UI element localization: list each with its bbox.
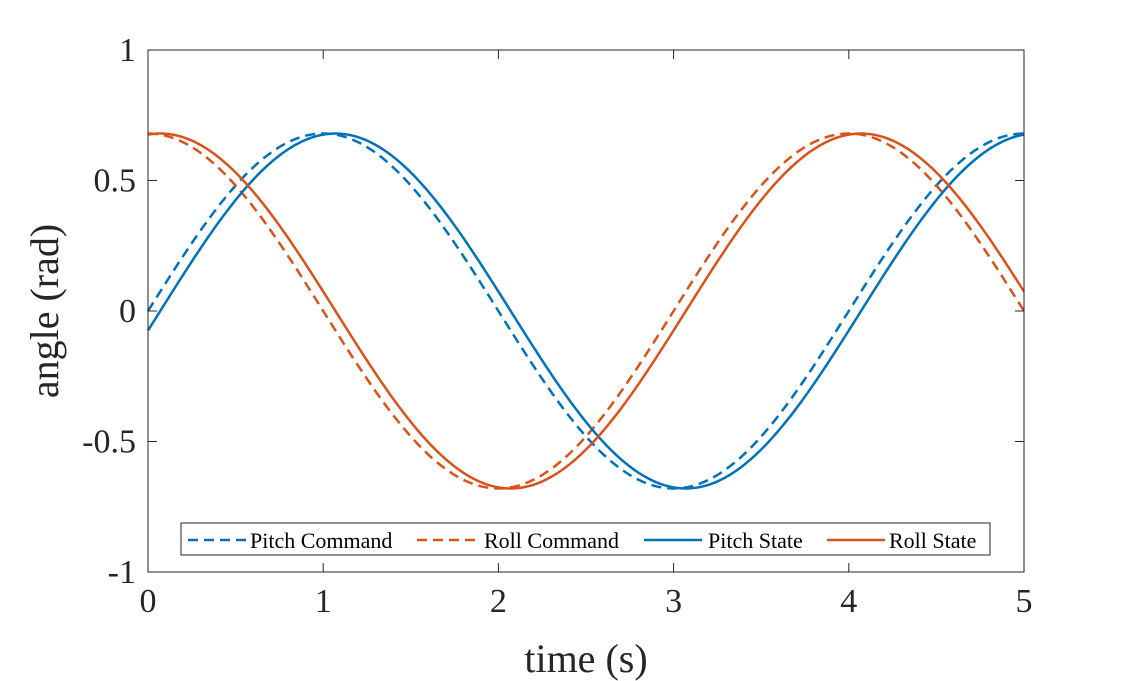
y-axis-title: angle (rad) [22,224,67,398]
series-line-pitch-state [146,132,1025,490]
legend: Pitch Command Roll Command Pitch State R… [180,522,991,556]
legend-entry-roll-command: Roll Command [417,528,619,553]
legend-label-pitch-state: Pitch State [708,528,803,553]
x-tick-label: 4 [840,583,857,620]
x-tick-label: 3 [665,583,682,620]
x-tick-label: 1 [315,583,332,620]
y-tick-label: 0.5 [94,163,137,200]
series-layer [146,132,1026,490]
x-tick-label: 5 [1016,583,1033,620]
y-tick-label: 1 [119,32,136,69]
series-line-pitch-command [146,132,1025,490]
legend-label-roll-command: Roll Command [484,528,619,553]
x-axis-title: time (s) [524,636,647,681]
legend-entry-roll-state: Roll State [827,528,976,553]
x-tick-label: 0 [140,583,157,620]
plot-area [148,50,1024,572]
legend-entry-pitch-command: Pitch Command [188,528,392,553]
series-line-roll-state [147,132,1026,490]
y-tick-labels: 1 0.5 0 -0.5 -1 [82,32,136,591]
y-tick-label: -0.5 [82,424,136,461]
ticks-layer [147,49,1025,573]
x-tick-labels: 0 1 2 3 4 5 [140,583,1033,620]
legend-entry-pitch-state: Pitch State [644,528,803,553]
y-tick-label: -1 [108,554,136,591]
x-tick-label: 2 [490,583,507,620]
legend-label-roll-state: Roll State [889,528,976,553]
legend-label-pitch-command: Pitch Command [250,528,392,553]
y-tick-label: 0 [119,293,136,330]
series-line-roll-command [147,132,1026,490]
